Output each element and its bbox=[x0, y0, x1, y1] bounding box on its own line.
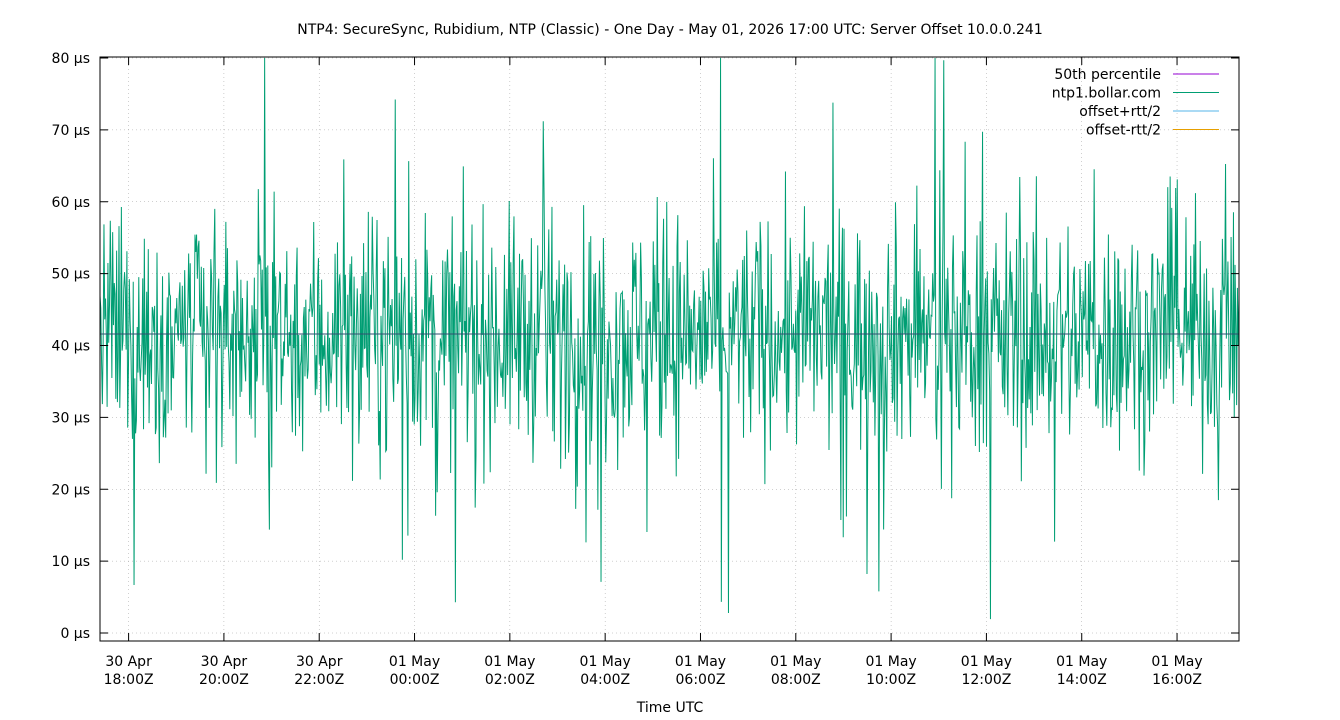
x-tick-label: 01 May bbox=[484, 654, 535, 670]
x-tick-label: 01 May bbox=[1151, 654, 1202, 670]
chart-title: NTP4: SecureSync, Rubidium, NTP (Classic… bbox=[297, 22, 1043, 38]
series-layer bbox=[99, 57, 1240, 620]
x-tick-label: 01 May bbox=[1056, 654, 1107, 670]
y-tick-label: 0 µs bbox=[60, 626, 90, 642]
x-tick-label: 04:00Z bbox=[580, 672, 630, 688]
x-tick-label: 01 May bbox=[865, 654, 916, 670]
legend-label: offset+rtt/2 bbox=[1079, 104, 1161, 120]
legend-label: 50th percentile bbox=[1054, 67, 1161, 83]
x-tick-label: 16:00Z bbox=[1152, 672, 1202, 688]
y-tick-label: 80 µs bbox=[52, 51, 90, 67]
legend-label: ntp1.bollar.com bbox=[1052, 86, 1161, 102]
y-tick-label: 40 µs bbox=[52, 339, 90, 355]
x-tick-label: 20:00Z bbox=[199, 672, 249, 688]
x-tick-label: 02:00Z bbox=[485, 672, 535, 688]
x-tick-label: 01 May bbox=[580, 654, 631, 670]
x-axis-title: Time UTC bbox=[636, 700, 704, 716]
x-tick-label: 10:00Z bbox=[866, 672, 916, 688]
x-tick-label: 30 Apr bbox=[296, 654, 343, 670]
legend: 50th percentile ntp1.bollar.com offset+rtt… bbox=[1052, 67, 1219, 139]
x-tick-label: 01 May bbox=[961, 654, 1012, 670]
x-tick-label: 01 May bbox=[675, 654, 726, 670]
x-tick-label: 14:00Z bbox=[1057, 672, 1107, 688]
y-tick-label: 70 µs bbox=[52, 123, 90, 139]
legend-label: offset-rtt/2 bbox=[1086, 123, 1161, 139]
x-tick-label: 01 May bbox=[389, 654, 440, 670]
y-tick-label: 60 µs bbox=[52, 195, 90, 211]
y-tick-label: 20 µs bbox=[52, 482, 90, 498]
x-tick-label: 18:00Z bbox=[104, 672, 154, 688]
x-tick-label: 22:00Z bbox=[294, 672, 344, 688]
x-axis: 30 Apr 18:00Z 30 Apr 20:00Z 30 Apr 22:00Z 01 M… bbox=[104, 57, 1203, 688]
x-tick-label: 12:00Z bbox=[961, 672, 1011, 688]
y-tick-label: 30 µs bbox=[52, 410, 90, 426]
x-tick-label: 01 May bbox=[770, 654, 821, 670]
x-tick-label: 30 Apr bbox=[201, 654, 248, 670]
x-tick-label: 00:00Z bbox=[390, 672, 440, 688]
plot-border bbox=[99, 56, 1240, 642]
x-tick-label: 30 Apr bbox=[105, 654, 152, 670]
x-tick-label: 06:00Z bbox=[676, 672, 726, 688]
series-ntp1-bollar-com bbox=[99, 57, 1240, 620]
x-tick-label: 08:00Z bbox=[771, 672, 821, 688]
y-tick-label: 50 µs bbox=[52, 267, 90, 283]
y-tick-label: 10 µs bbox=[52, 554, 90, 570]
y-axis: 0 µs 10 µs 20 µs 30 µs 40 µs 50 µs 60 µs 70 µs 8… bbox=[52, 51, 1239, 642]
